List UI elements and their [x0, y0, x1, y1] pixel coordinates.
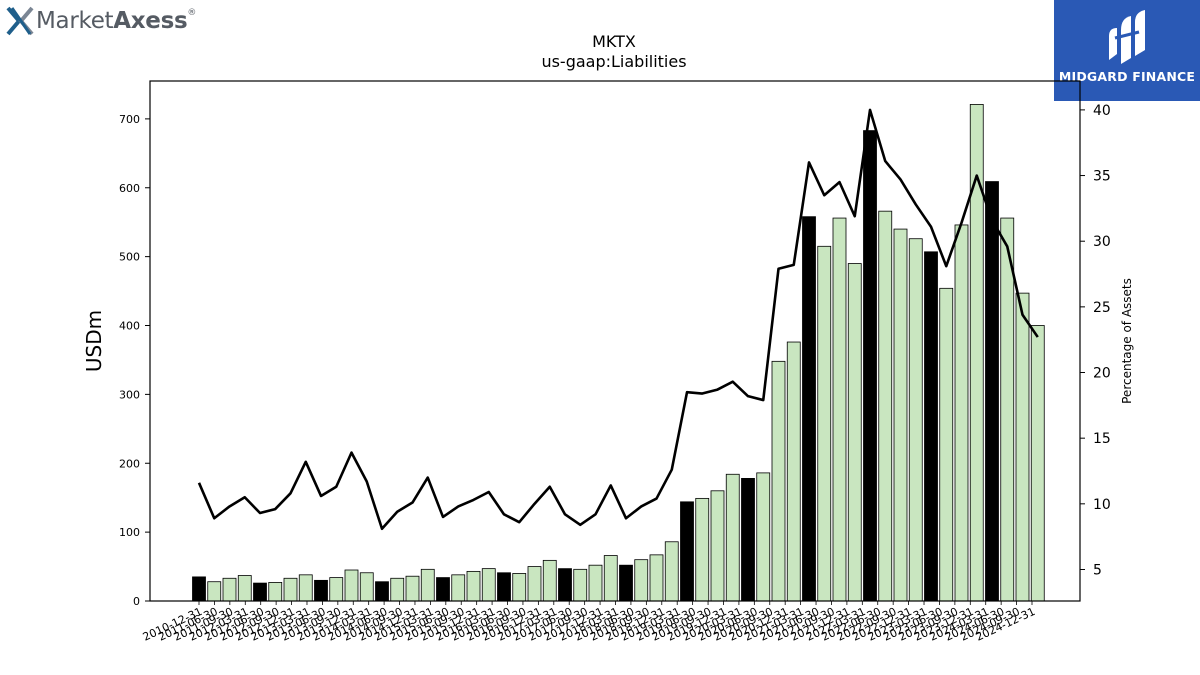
bar — [268, 582, 283, 602]
y-tick-label: 600 — [119, 182, 140, 195]
y-tick-label: 300 — [119, 388, 140, 401]
bar — [847, 263, 862, 602]
bar — [344, 569, 359, 602]
marketaxess-logo: MarketAxess® — [6, 6, 196, 36]
bar — [725, 473, 740, 602]
bar — [1030, 325, 1045, 602]
bar — [527, 566, 542, 602]
bar — [237, 575, 252, 602]
bar — [298, 574, 313, 602]
bar — [207, 581, 222, 602]
bar — [1000, 217, 1015, 602]
bar — [192, 576, 206, 602]
y2-tick-label: 20 — [1093, 366, 1111, 382]
bar — [756, 472, 771, 602]
bar — [939, 287, 954, 602]
bar — [222, 577, 237, 602]
midgard-finance-logo: MIDGARD FINANCE — [1054, 0, 1200, 101]
bar — [542, 559, 557, 602]
y-tick-label: 400 — [119, 320, 140, 333]
bar — [1015, 292, 1030, 602]
bar — [405, 575, 420, 602]
percentage-line — [197, 108, 1039, 531]
bar — [375, 581, 389, 602]
bar — [436, 577, 450, 602]
y2-tick-label: 30 — [1093, 234, 1111, 250]
bar — [771, 360, 786, 602]
bar — [924, 251, 938, 602]
y-tick-label: 200 — [119, 457, 140, 470]
bar — [908, 238, 923, 602]
bar — [573, 568, 588, 602]
bar — [832, 217, 847, 602]
bar — [817, 245, 832, 602]
bar — [466, 570, 481, 602]
midgard-finance-mark-icon — [1109, 10, 1145, 64]
bar — [558, 568, 572, 602]
marketaxess-x-icon — [6, 6, 34, 36]
bar — [863, 130, 877, 602]
y-tick-label: 0 — [133, 595, 140, 608]
bar — [603, 555, 618, 602]
y2-tick-label: 15 — [1093, 431, 1111, 447]
chart-subtitle: us-gaap:Liabilities — [541, 52, 687, 71]
bar — [954, 224, 969, 602]
bar — [588, 564, 603, 602]
y2-tick-label: 10 — [1093, 497, 1111, 513]
bar — [283, 577, 298, 602]
y2-tick-label: 25 — [1093, 300, 1111, 316]
bar — [451, 574, 466, 602]
bar — [786, 341, 801, 602]
y-tick-label: 700 — [119, 113, 140, 126]
y2-axis-label: Percentage of Assets — [1120, 278, 1134, 404]
bar — [512, 573, 527, 602]
bar — [802, 216, 816, 602]
bar — [481, 568, 496, 602]
bar — [329, 577, 344, 602]
y-axis-label: USDm — [82, 310, 106, 372]
bar — [878, 210, 893, 602]
bar — [359, 572, 374, 602]
y2-tick-label: 40 — [1093, 103, 1111, 119]
bar — [619, 564, 633, 602]
y2-tick-label: 5 — [1093, 562, 1102, 578]
y2-tick-label: 35 — [1093, 169, 1111, 185]
bar — [695, 497, 710, 602]
plot-frame — [149, 80, 1081, 602]
bar — [649, 554, 664, 602]
bar — [390, 577, 405, 602]
bar — [985, 181, 999, 602]
bar — [314, 579, 328, 602]
bar — [253, 582, 267, 602]
bar — [741, 477, 755, 602]
y-tick-label: 100 — [119, 526, 140, 539]
bar — [664, 541, 679, 602]
bar — [710, 490, 725, 602]
bar — [680, 501, 694, 602]
y-tick-label: 500 — [119, 251, 140, 264]
bar — [634, 559, 649, 602]
bar — [893, 228, 908, 602]
bar — [420, 568, 435, 602]
bar — [497, 572, 511, 602]
chart-title: MKTX — [592, 32, 636, 51]
marketaxess-wordmark: MarketAxess® — [36, 8, 197, 34]
midgard-finance-wordmark: MIDGARD FINANCE — [1058, 69, 1196, 84]
